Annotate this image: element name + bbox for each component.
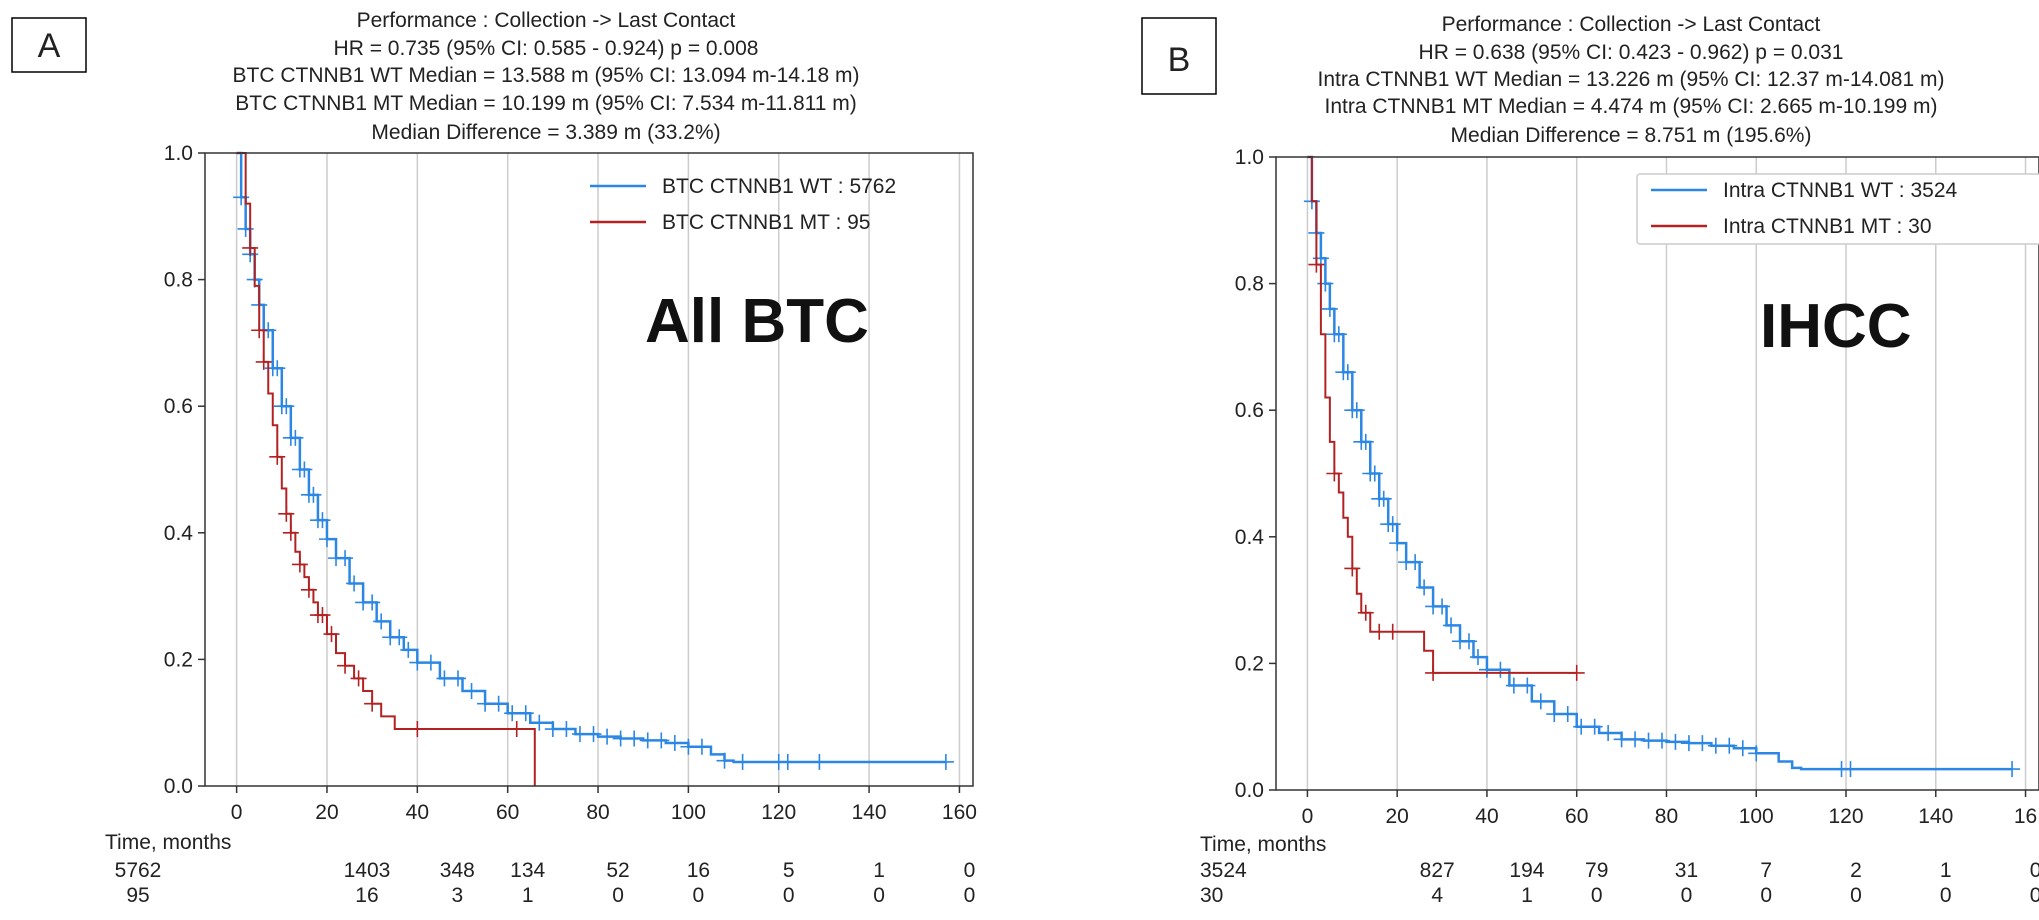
risk-table-cell: 1	[873, 859, 885, 882]
risk-table-cell: 16	[687, 859, 710, 882]
risk-table-cell: 0	[612, 884, 624, 907]
y-tick-label: 0.8	[1235, 273, 1264, 296]
x-tick-label: 20	[315, 801, 338, 824]
subtype-label: All BTC	[645, 287, 869, 356]
x-tick-label: 0	[1302, 805, 1314, 828]
header-line: Performance : Collection -> Last Contact	[1442, 13, 1821, 36]
risk-table-label: Time, months	[1200, 833, 1326, 856]
header-line: HR = 0.735 (95% CI: 0.585 - 0.924) p = 0…	[334, 37, 759, 60]
risk-table-cell: 3	[451, 884, 463, 907]
risk-table-cell: 0	[783, 884, 795, 907]
risk-table-cell: 2	[1850, 859, 1862, 882]
risk-table-cell: 0	[1940, 884, 1952, 907]
x-tick-label: 40	[1475, 805, 1498, 828]
risk-table-cell: 0	[873, 884, 885, 907]
mt-series-curve	[236, 152, 536, 786]
y-tick-label: 0.6	[164, 395, 193, 418]
risk-table-cell: 0	[693, 884, 705, 907]
legend-label: Intra CTNNB1 MT : 30	[1723, 215, 1932, 238]
plot-frame	[204, 152, 974, 787]
risk-table-cell: 79	[1585, 859, 1608, 882]
risk-table-cell: 194	[1509, 859, 1544, 882]
x-tick-label: 80	[586, 801, 609, 824]
y-tick-label: 0.2	[1235, 652, 1264, 675]
panel-letter: B	[1168, 41, 1191, 79]
risk-table-cell: 0	[964, 859, 976, 882]
risk-table-cell: 1	[1521, 884, 1533, 907]
x-tick-label: 120	[1828, 805, 1863, 828]
x-tick-label: 40	[406, 801, 429, 824]
header-line: Intra CTNNB1 WT Median = 13.226 m (95% C…	[1318, 68, 1945, 91]
risk-table-cell: 16	[355, 884, 378, 907]
y-tick-label: 0.8	[164, 269, 193, 292]
risk-table-cell: 31	[1675, 859, 1698, 882]
risk-table-cell: 348	[440, 859, 475, 882]
x-tick-label: 16	[2014, 805, 2037, 828]
y-tick-label: 1.0	[1235, 146, 1264, 169]
x-tick-label: 120	[761, 801, 796, 824]
y-tick-label: 0.4	[1235, 526, 1265, 549]
risk-table-cell: 95	[126, 884, 149, 907]
y-tick-label: 0.0	[164, 775, 193, 798]
header-line: Performance : Collection -> Last Contact	[357, 9, 736, 32]
risk-table-cell: 0	[1681, 884, 1693, 907]
header-line: Median Difference = 3.389 m (33.2%)	[371, 121, 720, 144]
y-tick-label: 0.0	[1235, 779, 1264, 802]
risk-table-cell: 0	[2030, 859, 2039, 882]
risk-table-cell: 30	[1200, 884, 1223, 907]
y-tick-label: 0.6	[1235, 399, 1264, 422]
y-tick-label: 1.0	[164, 142, 193, 165]
risk-table-cell: 7	[1760, 859, 1772, 882]
x-tick-label: 140	[852, 801, 887, 824]
y-tick-label: 0.4	[164, 522, 194, 545]
legend-label: BTC CTNNB1 WT : 5762	[662, 175, 896, 198]
panel-letter-box	[11, 17, 87, 73]
subtype-label: IHCC	[1760, 292, 1912, 361]
panel-b: B Performance : Collection -> Last Contac…	[1141, 13, 2039, 907]
legend-box	[1636, 173, 2039, 245]
y-tick-label: 0.2	[164, 648, 193, 671]
risk-table-cell: 134	[510, 859, 545, 882]
x-tick-label: 140	[1918, 805, 1953, 828]
panel-letter-box	[1141, 17, 1217, 95]
x-tick-label: 100	[671, 801, 706, 824]
x-tick-label: 0	[231, 801, 243, 824]
risk-table-cell: 52	[606, 859, 629, 882]
header-line: BTC CTNNB1 WT Median = 13.588 m (95% CI:…	[233, 64, 860, 87]
risk-table-cell: 1	[1940, 859, 1952, 882]
x-tick-label: 60	[496, 801, 519, 824]
risk-table-cell: 0	[1591, 884, 1603, 907]
wt-series-curve	[1307, 155, 2013, 771]
mt-series-curve	[1307, 156, 1577, 674]
wt-series-curve	[236, 151, 946, 764]
x-tick-label: 100	[1739, 805, 1774, 828]
header-line: Intra CTNNB1 MT Median = 4.474 m (95% CI…	[1325, 95, 1938, 118]
risk-table-cell: 5762	[115, 859, 162, 882]
panel-a: A Performance : Collection -> Last Contac…	[11, 9, 977, 907]
x-tick-label: 160	[942, 801, 977, 824]
risk-table-cell: 1	[522, 884, 534, 907]
panel-letter: A	[38, 27, 61, 65]
risk-table-cell: 5	[783, 859, 795, 882]
x-tick-label: 80	[1655, 805, 1678, 828]
risk-table-cell: 827	[1420, 859, 1455, 882]
header-line: BTC CTNNB1 MT Median = 10.199 m (95% CI:…	[235, 92, 857, 115]
legend-label: Intra CTNNB1 WT : 3524	[1723, 179, 1958, 202]
risk-table-cell: 0	[1850, 884, 1862, 907]
header-line: HR = 0.638 (95% CI: 0.423 - 0.962) p = 0…	[1419, 41, 1844, 64]
x-tick-label: 60	[1565, 805, 1588, 828]
header-line: Median Difference = 8.751 m (195.6%)	[1451, 124, 1812, 147]
risk-table-cell: 0	[964, 884, 976, 907]
x-tick-label: 20	[1386, 805, 1409, 828]
plot-frame	[1275, 156, 2039, 791]
risk-table-label: Time, months	[105, 831, 231, 854]
risk-table-cell: 4	[1431, 884, 1443, 907]
risk-table-cell: 1403	[344, 859, 391, 882]
risk-table-cell: 3524	[1200, 859, 1247, 882]
legend-label: BTC CTNNB1 MT : 95	[662, 211, 870, 234]
risk-table-cell: 0	[1760, 884, 1772, 907]
risk-table-cell: 0	[2030, 884, 2039, 907]
